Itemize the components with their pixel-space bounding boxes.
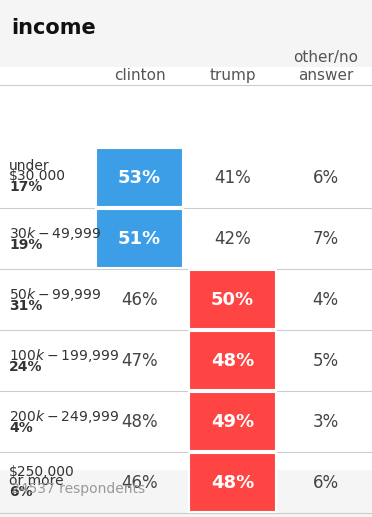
Text: 50%: 50% xyxy=(211,291,254,309)
Text: 24537 respondents: 24537 respondents xyxy=(11,481,145,496)
Text: $200k-$249,999: $200k-$249,999 xyxy=(9,408,119,424)
Text: $100k-$199,999: $100k-$199,999 xyxy=(9,347,119,363)
Text: 4%: 4% xyxy=(312,291,339,309)
Text: other/no
answer: other/no answer xyxy=(293,50,358,83)
Text: 42%: 42% xyxy=(214,230,251,248)
Text: income: income xyxy=(11,18,96,38)
Text: 48%: 48% xyxy=(121,413,158,431)
Text: 41%: 41% xyxy=(214,169,251,187)
Text: 51%: 51% xyxy=(118,230,161,248)
Text: 19%: 19% xyxy=(9,237,43,252)
Text: 31%: 31% xyxy=(9,298,43,313)
Text: 6%: 6% xyxy=(9,484,33,499)
Text: 7%: 7% xyxy=(312,230,339,248)
Text: $50k-$99,999: $50k-$99,999 xyxy=(9,286,102,302)
Text: clinton: clinton xyxy=(114,68,165,83)
Text: 46%: 46% xyxy=(121,291,158,309)
FancyBboxPatch shape xyxy=(96,209,183,268)
Text: $30,000: $30,000 xyxy=(9,169,66,183)
FancyBboxPatch shape xyxy=(189,331,276,390)
Text: trump: trump xyxy=(209,68,256,83)
Text: 48%: 48% xyxy=(211,474,254,492)
Text: 5%: 5% xyxy=(312,352,339,370)
Text: under: under xyxy=(9,159,50,174)
FancyBboxPatch shape xyxy=(189,453,276,512)
Text: $30k-$49,999: $30k-$49,999 xyxy=(9,225,102,241)
Text: 3%: 3% xyxy=(312,413,339,431)
Text: 48%: 48% xyxy=(211,352,254,370)
Text: 24%: 24% xyxy=(9,359,43,374)
FancyBboxPatch shape xyxy=(189,270,276,329)
FancyBboxPatch shape xyxy=(189,392,276,451)
Text: or more: or more xyxy=(9,474,64,488)
Text: 6%: 6% xyxy=(312,474,339,492)
Text: 17%: 17% xyxy=(9,179,43,194)
Text: 46%: 46% xyxy=(121,474,158,492)
Text: $250,000: $250,000 xyxy=(9,464,75,479)
Text: 6%: 6% xyxy=(312,169,339,187)
Text: 49%: 49% xyxy=(211,413,254,431)
Text: 53%: 53% xyxy=(118,169,161,187)
FancyBboxPatch shape xyxy=(0,67,372,470)
FancyBboxPatch shape xyxy=(96,148,183,207)
Text: 47%: 47% xyxy=(121,352,158,370)
Text: 4%: 4% xyxy=(9,420,33,435)
